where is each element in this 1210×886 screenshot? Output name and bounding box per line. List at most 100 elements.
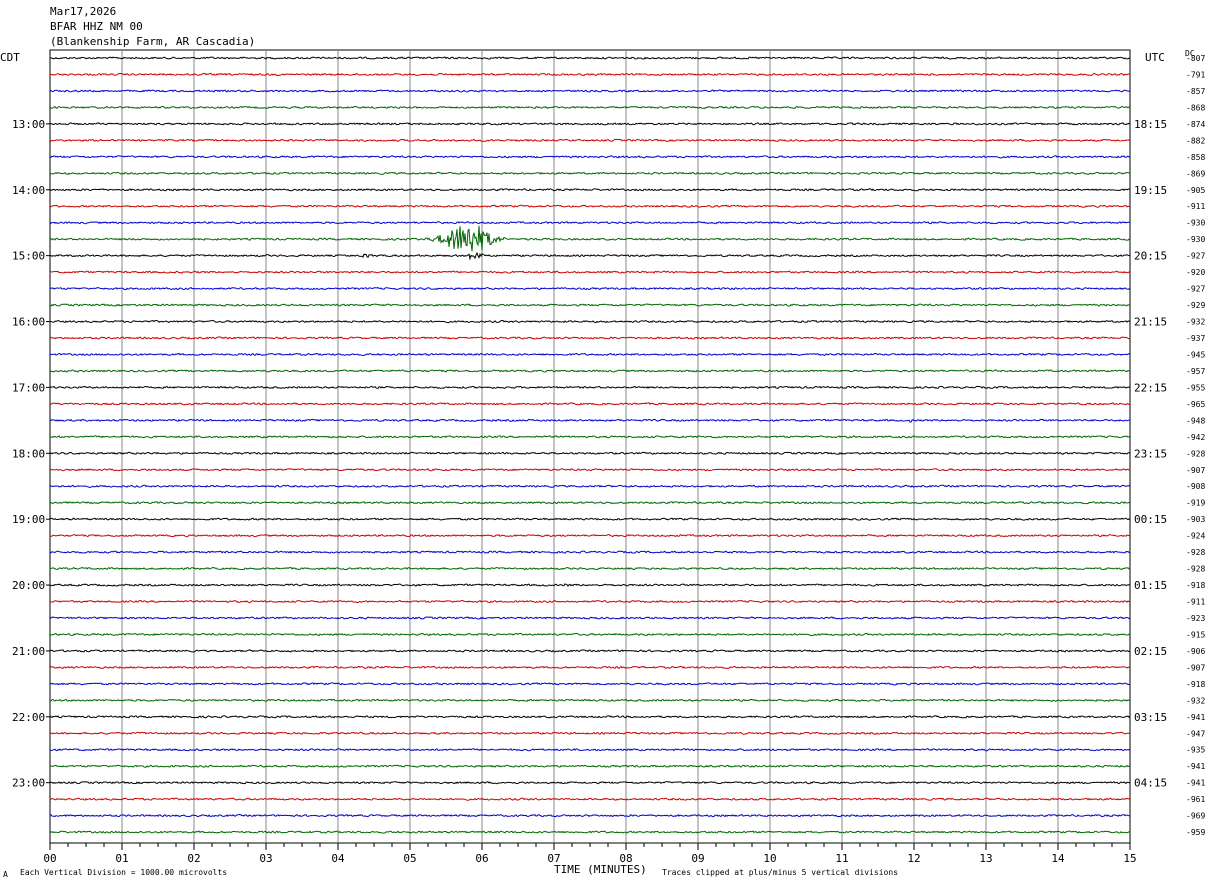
dc-offset-label: -937 (1186, 334, 1205, 343)
left-hour-labels: 13:00 14:00 15:00 16:00 17:00 18:00 19:00 20:00… (12, 118, 50, 790)
dc-offset-label: -941 (1186, 779, 1205, 788)
dc-offset-label: -927 (1186, 285, 1205, 294)
trace-row-20 (49, 385, 1131, 389)
trace-row-27 (49, 501, 1131, 505)
trace-row-16 (49, 319, 1131, 324)
dc-offset-label: -969 (1186, 812, 1205, 821)
dc-offset-label: -923 (1186, 614, 1205, 623)
trace-row-29 (49, 534, 1131, 538)
dc-offset-label: -882 (1186, 136, 1205, 145)
trace-row-4 (49, 122, 1131, 126)
trace-row-12 (49, 251, 1131, 261)
trace-row-8 (49, 188, 1131, 192)
dc-offset-label: -868 (1186, 103, 1205, 112)
trace-row-1 (49, 72, 1131, 77)
trace-row-47 (49, 830, 1131, 834)
dc-offset-label: -955 (1186, 383, 1205, 392)
left-timezone-label: CDT (0, 51, 20, 64)
trace-row-15 (49, 303, 1131, 307)
dc-offset-label: -924 (1186, 532, 1205, 541)
x-tick-label: 08 (619, 852, 632, 865)
x-tick-label: 09 (691, 852, 704, 865)
x-tick-label: 06 (475, 852, 488, 865)
left-hour-label: 22:00 (12, 711, 45, 724)
plot-frame (49, 49, 1131, 844)
clip-note: Traces clipped at plus/minus 5 vertical … (662, 868, 899, 877)
trace-row-11 (49, 225, 1131, 252)
x-tick-label: 00 (43, 852, 56, 865)
dc-offset-label: -959 (1186, 828, 1205, 837)
x-tick-label: 12 (907, 852, 920, 865)
dc-offset-label: -919 (1186, 499, 1205, 508)
right-hour-label: 22:15 (1134, 381, 1167, 394)
trace-row-38 (49, 682, 1131, 686)
trace-row-6 (49, 155, 1131, 159)
trace-row-26 (49, 484, 1131, 488)
dc-offset-label: -929 (1186, 301, 1205, 310)
dc-offset-label: -903 (1186, 515, 1205, 524)
dc-offset-label: -915 (1186, 630, 1205, 639)
right-hour-label: 03:15 (1134, 711, 1167, 724)
trace-row-3 (49, 105, 1131, 109)
dc-offset-label: -928 (1186, 548, 1205, 557)
dc-offset-label: -935 (1186, 746, 1205, 755)
x-tick-label: 11 (835, 852, 848, 865)
dc-offset-label: -930 (1186, 219, 1205, 228)
x-tick-label: 04 (331, 852, 345, 865)
trace-row-22 (49, 418, 1131, 423)
x-axis-title: TIME (MINUTES) (554, 863, 647, 876)
right-hour-label: 19:15 (1134, 184, 1167, 197)
dc-offset-label: -965 (1186, 400, 1205, 409)
dc-offset-label: -961 (1186, 795, 1205, 804)
left-hour-label: 14:00 (12, 184, 45, 197)
dc-offset-labels: -807 -791 -857 -868 -874 -882 -858 -869 -905 -911… (1186, 54, 1205, 837)
left-hour-label: 17:00 (12, 381, 45, 394)
dc-offset-label: -941 (1186, 713, 1205, 722)
dc-offset-label: -791 (1186, 70, 1205, 79)
dc-offset-label: -948 (1186, 416, 1205, 425)
scale-note: Each Vertical Division = 1000.00 microvo… (20, 868, 228, 877)
trace-row-10 (49, 221, 1131, 225)
dc-offset-label: -957 (1186, 367, 1205, 376)
x-tick-label: 10 (763, 852, 776, 865)
trace-row-39 (49, 698, 1131, 702)
dc-offset-label: -807 (1186, 54, 1205, 63)
trace-row-23 (49, 435, 1131, 439)
dc-offset-label: -945 (1186, 350, 1205, 359)
right-hour-label: 20:15 (1134, 250, 1167, 263)
dc-offset-label: -928 (1186, 449, 1205, 458)
trace-row-14 (49, 287, 1131, 291)
x-tick-label: 02 (187, 852, 200, 865)
dc-offset-label: -906 (1186, 647, 1205, 656)
dc-offset-label: -908 (1186, 482, 1205, 491)
trace-row-31 (49, 566, 1131, 571)
left-hour-label: 20:00 (12, 579, 45, 592)
trace-row-30 (49, 550, 1131, 554)
minute-gridlines (49, 49, 1131, 844)
trace-row-41 (49, 731, 1131, 735)
trace-row-40 (49, 715, 1131, 719)
trace-row-42 (49, 748, 1131, 752)
x-tick-label: 13 (979, 852, 992, 865)
trace-row-18 (49, 352, 1131, 356)
dc-offset-label: -905 (1186, 186, 1205, 195)
right-hour-label: 04:15 (1134, 777, 1167, 790)
right-hour-label: 23:15 (1134, 447, 1167, 460)
dc-offset-label: -918 (1186, 581, 1205, 590)
right-hour-label: 21:15 (1134, 316, 1167, 329)
header-date: Mar17,2026 (50, 5, 117, 18)
right-hour-label: 00:15 (1134, 513, 1167, 526)
trace-row-36 (49, 649, 1131, 653)
dc-offset-label: -858 (1186, 153, 1205, 162)
seismic-traces (49, 56, 1131, 834)
x-tick-label: 01 (115, 852, 128, 865)
dc-offset-label: -907 (1186, 663, 1205, 672)
right-hour-label: 01:15 (1134, 579, 1167, 592)
x-tick-label: 07 (547, 852, 560, 865)
left-hour-label: 16:00 (12, 316, 45, 329)
x-tick-label: 15 (1123, 852, 1136, 865)
left-hour-label: 21:00 (12, 645, 45, 658)
trace-row-46 (49, 814, 1131, 818)
dc-offset-label: -927 (1186, 252, 1205, 261)
